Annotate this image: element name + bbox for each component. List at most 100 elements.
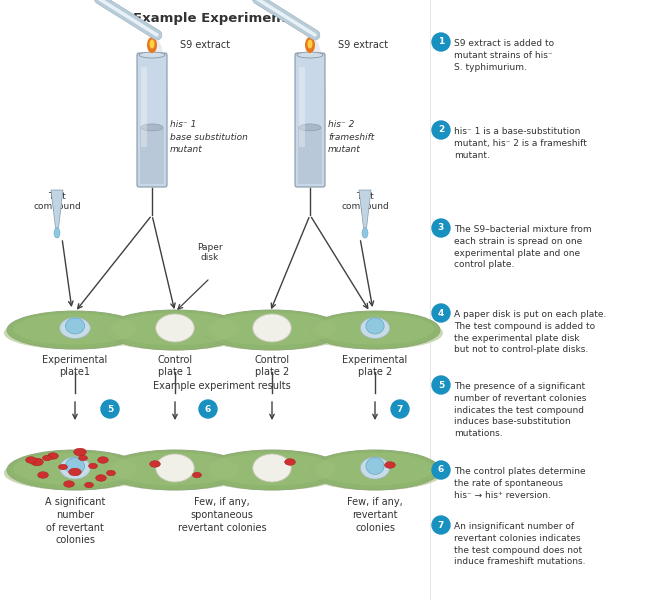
Ellipse shape xyxy=(308,317,443,349)
Text: An insignificant number of
revertant colonies indicates
the test compound does n: An insignificant number of revertant col… xyxy=(454,522,585,566)
Ellipse shape xyxy=(308,460,441,488)
FancyBboxPatch shape xyxy=(298,127,322,184)
Ellipse shape xyxy=(366,458,384,475)
Text: Example Experiment: Example Experiment xyxy=(133,12,287,25)
Text: The control plates determine
the rate of spontaneous
his⁻ → his⁺ reversion.: The control plates determine the rate of… xyxy=(454,467,585,500)
FancyBboxPatch shape xyxy=(140,127,164,184)
Ellipse shape xyxy=(310,450,440,490)
Ellipse shape xyxy=(305,37,315,53)
FancyBboxPatch shape xyxy=(299,67,305,147)
Text: Example experiment results: Example experiment results xyxy=(153,381,291,391)
Ellipse shape xyxy=(102,456,248,490)
Ellipse shape xyxy=(13,313,137,344)
Ellipse shape xyxy=(102,316,248,350)
Ellipse shape xyxy=(199,456,345,490)
Ellipse shape xyxy=(95,475,106,481)
Ellipse shape xyxy=(54,228,60,238)
Ellipse shape xyxy=(139,52,165,58)
Ellipse shape xyxy=(66,458,84,475)
Ellipse shape xyxy=(84,482,93,488)
Text: 5: 5 xyxy=(438,380,444,389)
Ellipse shape xyxy=(202,310,342,350)
Text: Few, if any,
spontaneous
revertant colonies: Few, if any, spontaneous revertant colon… xyxy=(178,497,266,533)
FancyBboxPatch shape xyxy=(137,53,167,187)
Ellipse shape xyxy=(199,316,345,350)
Ellipse shape xyxy=(5,456,146,490)
Ellipse shape xyxy=(42,455,51,461)
Ellipse shape xyxy=(5,317,146,349)
Ellipse shape xyxy=(385,462,395,468)
Ellipse shape xyxy=(310,311,440,349)
Ellipse shape xyxy=(360,457,389,479)
Ellipse shape xyxy=(111,313,239,346)
Text: his⁻ 2
frameshift
mutant: his⁻ 2 frameshift mutant xyxy=(328,120,374,154)
Ellipse shape xyxy=(64,481,75,487)
Text: Paper
disk: Paper disk xyxy=(197,242,223,262)
Ellipse shape xyxy=(149,40,154,49)
Text: Control
plate 1: Control plate 1 xyxy=(158,355,193,377)
FancyBboxPatch shape xyxy=(295,53,325,187)
Ellipse shape xyxy=(66,318,84,334)
Ellipse shape xyxy=(69,468,81,476)
Text: The S9–bacterial mixture from
each strain is spread on one
experimental plate an: The S9–bacterial mixture from each strai… xyxy=(454,225,592,269)
Ellipse shape xyxy=(150,461,160,467)
Ellipse shape xyxy=(47,452,58,460)
Circle shape xyxy=(199,400,217,418)
Ellipse shape xyxy=(103,320,247,348)
Ellipse shape xyxy=(106,470,116,476)
Text: A significant
number
of revertant
colonies: A significant number of revertant coloni… xyxy=(45,497,105,545)
Ellipse shape xyxy=(31,458,43,466)
Text: Test
compound: Test compound xyxy=(33,192,81,211)
Ellipse shape xyxy=(79,455,88,461)
Text: Control
plate 2: Control plate 2 xyxy=(254,355,289,377)
Ellipse shape xyxy=(58,464,67,470)
Ellipse shape xyxy=(60,457,90,479)
Ellipse shape xyxy=(316,452,434,485)
Ellipse shape xyxy=(111,452,239,485)
Circle shape xyxy=(432,121,450,139)
Ellipse shape xyxy=(302,39,326,175)
Circle shape xyxy=(432,33,450,51)
Text: 1: 1 xyxy=(438,37,444,46)
Ellipse shape xyxy=(285,458,295,466)
Ellipse shape xyxy=(7,311,143,349)
Text: S9 extract is added to
mutant strains of his⁻
S. typhimurium.: S9 extract is added to mutant strains of… xyxy=(454,39,554,71)
Ellipse shape xyxy=(201,460,344,488)
Text: 2: 2 xyxy=(438,125,444,134)
Text: S9 extract: S9 extract xyxy=(338,40,388,50)
Ellipse shape xyxy=(208,313,336,346)
Ellipse shape xyxy=(208,452,336,485)
Ellipse shape xyxy=(362,228,368,238)
Ellipse shape xyxy=(60,317,90,338)
Text: A paper disk is put on each plate.
The test compound is added to
the experimenta: A paper disk is put on each plate. The t… xyxy=(454,310,606,355)
Text: 3: 3 xyxy=(438,223,444,232)
Ellipse shape xyxy=(308,320,441,347)
Polygon shape xyxy=(51,190,63,228)
Text: his⁻ 1
base substitution
mutant: his⁻ 1 base substitution mutant xyxy=(170,120,248,154)
Text: Few, if any,
revertant
colonies: Few, if any, revertant colonies xyxy=(347,497,403,533)
Polygon shape xyxy=(359,190,371,228)
Text: Experimental
plate 2: Experimental plate 2 xyxy=(343,355,408,377)
Ellipse shape xyxy=(88,463,97,469)
Ellipse shape xyxy=(25,457,36,463)
Ellipse shape xyxy=(13,452,137,485)
Text: 5: 5 xyxy=(107,404,113,413)
Ellipse shape xyxy=(308,40,313,49)
Ellipse shape xyxy=(252,454,291,482)
Ellipse shape xyxy=(308,456,443,490)
Ellipse shape xyxy=(38,472,49,478)
Ellipse shape xyxy=(156,454,194,482)
Ellipse shape xyxy=(7,450,143,490)
Text: S9 extract: S9 extract xyxy=(180,40,230,50)
Ellipse shape xyxy=(5,320,145,347)
Ellipse shape xyxy=(97,457,108,463)
Text: 4: 4 xyxy=(438,308,444,317)
Ellipse shape xyxy=(299,124,321,131)
Ellipse shape xyxy=(360,317,389,338)
Text: 7: 7 xyxy=(397,404,403,413)
Text: Test
compound: Test compound xyxy=(341,192,389,211)
Circle shape xyxy=(432,219,450,237)
FancyBboxPatch shape xyxy=(141,67,147,147)
Ellipse shape xyxy=(202,450,342,490)
Circle shape xyxy=(432,376,450,394)
